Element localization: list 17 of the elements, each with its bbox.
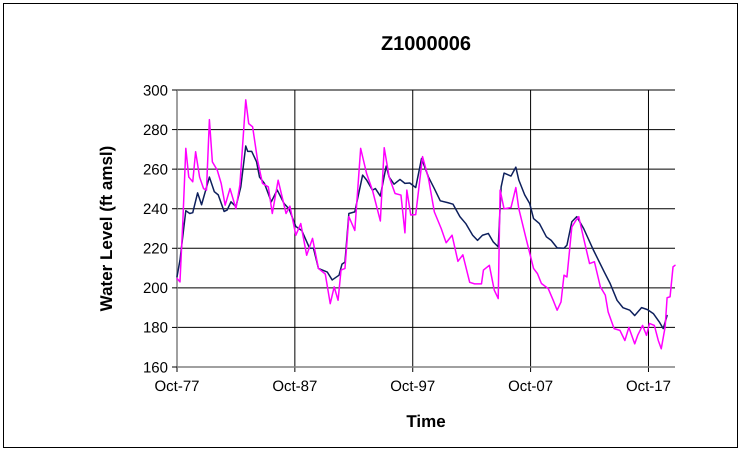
y-tick-label: 300 — [142, 82, 168, 100]
chart-title: Z1000006 — [380, 33, 472, 55]
x-tick-label: Oct-17 — [626, 378, 671, 395]
y-tick-label: 240 — [142, 200, 168, 218]
y-tick-label: 200 — [142, 280, 168, 298]
y-tick-label: 220 — [142, 240, 168, 258]
x-tick-label: Oct-77 — [154, 378, 200, 395]
y-axis-title: Water Level (ft amsl) — [97, 146, 116, 312]
x-axis-title: Time — [406, 412, 446, 431]
y-tick-label: 260 — [142, 161, 168, 178]
x-tick-label: Oct-97 — [390, 378, 436, 395]
y-tick-label: 180 — [142, 320, 168, 337]
x-tick-label: Oct-07 — [508, 378, 554, 395]
y-tick-label: 280 — [142, 122, 168, 139]
line-series — [176, 145, 668, 330]
x-tick-label: Oct-87 — [272, 378, 318, 395]
y-tick-label: 160 — [142, 359, 168, 376]
